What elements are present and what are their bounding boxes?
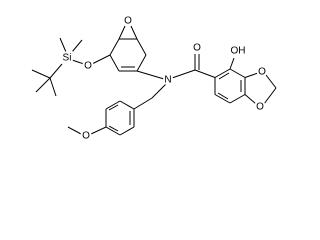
atom-label: OH: [231, 46, 246, 57]
bond: [49, 63, 63, 79]
bond: [119, 100, 135, 110]
bond: [31, 69, 51, 79]
bond: [67, 126, 82, 135]
bond: [90, 126, 107, 135]
bond: [119, 126, 135, 136]
bond: [105, 100, 121, 110]
bond: [151, 83, 167, 99]
bond: [218, 72, 230, 80]
bond: [108, 104, 119, 111]
bond: [130, 25, 138, 40]
bond: [108, 125, 119, 132]
bond: [214, 68, 231, 78]
bond: [109, 54, 120, 72]
bond: [171, 69, 196, 79]
atom-label: O: [256, 102, 264, 113]
bond: [91, 54, 111, 65]
structure-diagram: O O Si N O OH O O O: [31, 14, 277, 144]
bond: [133, 97, 153, 110]
page: {"atoms": ["O", "O", "Si", "N", "O", "OH…: [31, 14, 277, 144]
bond: [217, 92, 229, 100]
bond: [136, 54, 147, 72]
bonds: [31, 25, 277, 136]
atom-label: O: [84, 61, 92, 72]
bond: [136, 38, 147, 56]
bond: [214, 94, 231, 104]
bond: [105, 126, 121, 136]
bond: [265, 74, 277, 89]
atom-label: Si: [63, 53, 72, 64]
bond: [244, 72, 259, 78]
atom-label: O: [193, 43, 201, 54]
bond: [244, 94, 257, 105]
bond: [229, 57, 235, 70]
bond: [71, 59, 85, 65]
bond: [229, 94, 246, 104]
bond: [229, 68, 246, 78]
atom-label: O: [124, 16, 132, 27]
bond: [49, 77, 57, 97]
bond: [136, 70, 165, 80]
bond: [109, 38, 120, 56]
bond: [263, 87, 277, 105]
bond: [35, 77, 51, 93]
atom-labels: O O Si N O OH O O O: [61, 14, 269, 144]
bond: [71, 39, 83, 53]
bond: [59, 37, 67, 53]
bond: [194, 69, 216, 78]
bond: [118, 25, 126, 40]
atom-label: N: [164, 75, 171, 86]
atom-label: O: [82, 131, 90, 142]
atom-label: O: [258, 67, 266, 78]
